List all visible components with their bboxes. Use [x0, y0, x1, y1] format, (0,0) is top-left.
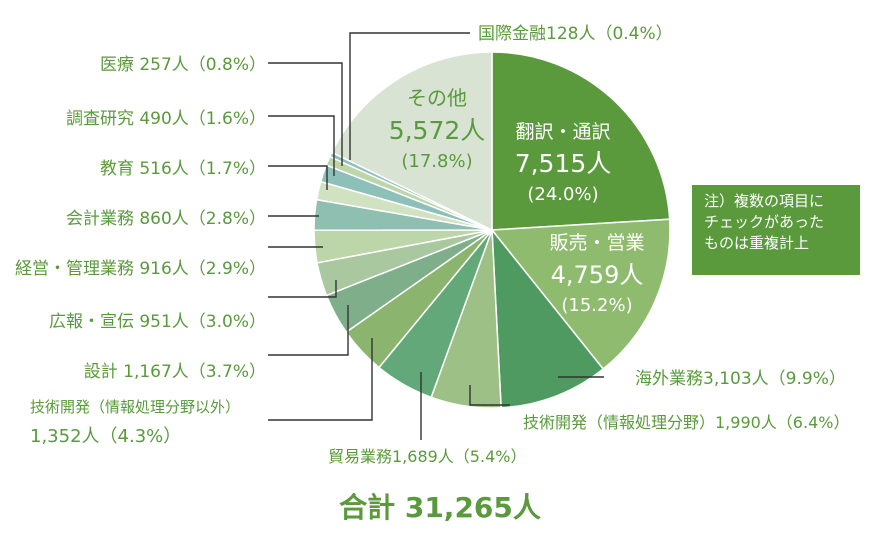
pie-slice-1 — [490, 218, 671, 371]
slice-label-7: 広報・宣伝 951人（3.0%） — [49, 312, 266, 332]
leader-line-3 — [469, 385, 510, 406]
slice-label-14: その他 5,572人 (17.8%) — [389, 86, 486, 172]
leader-line-10 — [268, 165, 328, 190]
total-label: 合計 31,265人 — [339, 491, 541, 524]
note-box: 注）複数の項目に チェックがあった ものは重複計上 — [692, 185, 860, 275]
slice-label-11: 調査研究 490人（1.6%） — [66, 109, 266, 129]
slice-label-2: 海外業務3,103人（9.9%） — [635, 369, 846, 389]
slice-label-8: 経営・管理業務 916人（2.9%） — [15, 259, 266, 279]
slice-percent: (24.0%) — [527, 184, 598, 205]
slice-label-0: 翻訳・通訳 7,515人 (24.0%) — [515, 121, 612, 205]
slice-label-1: 販売・営業 4,759人 (15.2%) — [549, 232, 644, 316]
slice-label-5: 技術開発（情報処理分野以外） — [30, 398, 240, 416]
pie-slice-14 — [330, 51, 493, 232]
leader-line-11 — [268, 115, 335, 176]
leader-line-12 — [268, 62, 343, 166]
slice-label-5: 1,352人（4.3%） — [30, 426, 181, 447]
slice-label-12: 医療 257人（0.8%） — [100, 55, 266, 75]
slice-name: 販売・営業 — [549, 232, 644, 254]
slice-count: 4,759人 — [551, 261, 644, 289]
slice-count: 7,515人 — [515, 149, 612, 178]
slice-label-4: 貿易業務1,689人（5.4%） — [328, 447, 526, 466]
pie-slice-2 — [491, 227, 605, 409]
leader-line-13 — [349, 32, 470, 160]
slice-label-3: 技術開発（情報処理分野）1,990人（6.4%） — [523, 413, 849, 432]
slice-label-13: 国際金融128人（0.4%） — [478, 24, 673, 44]
pie-slice-0 — [491, 51, 671, 231]
slice-name: その他 — [407, 86, 467, 110]
leader-line-5 — [268, 338, 373, 421]
slice-label-6: 設計 1,167人（3.7%） — [84, 362, 266, 382]
leader-line-7 — [268, 280, 337, 298]
slice-label-10: 教育 516人（1.7%） — [100, 159, 266, 179]
slice-percent: (17.8%) — [401, 151, 472, 172]
leader-line-6 — [268, 305, 349, 356]
slice-label-9: 会計業務 860人（2.8%） — [66, 209, 266, 229]
slice-name: 翻訳・通訳 — [515, 121, 610, 143]
slice-count: 5,572人 — [389, 116, 486, 145]
slice-percent: (15.2%) — [561, 295, 632, 316]
